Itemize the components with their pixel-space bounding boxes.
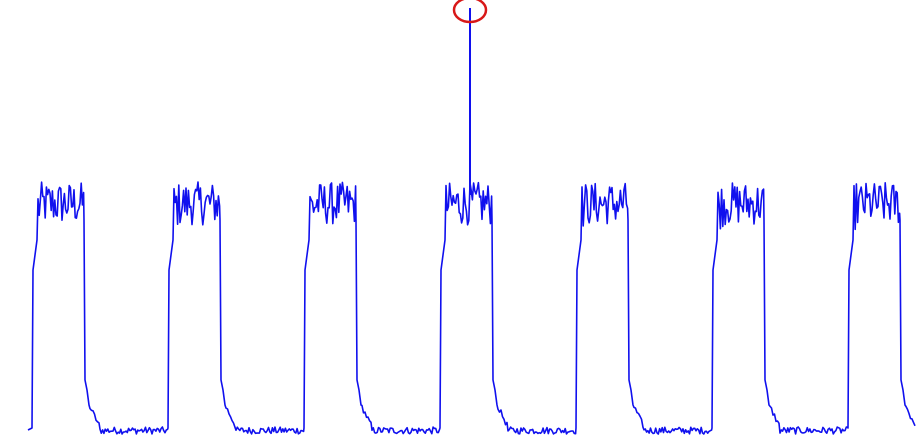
spike-annotation-ellipse [452, 0, 488, 24]
series-layer [27, 8, 916, 435]
annotation-layer [452, 0, 488, 24]
series-line [27, 181, 916, 435]
